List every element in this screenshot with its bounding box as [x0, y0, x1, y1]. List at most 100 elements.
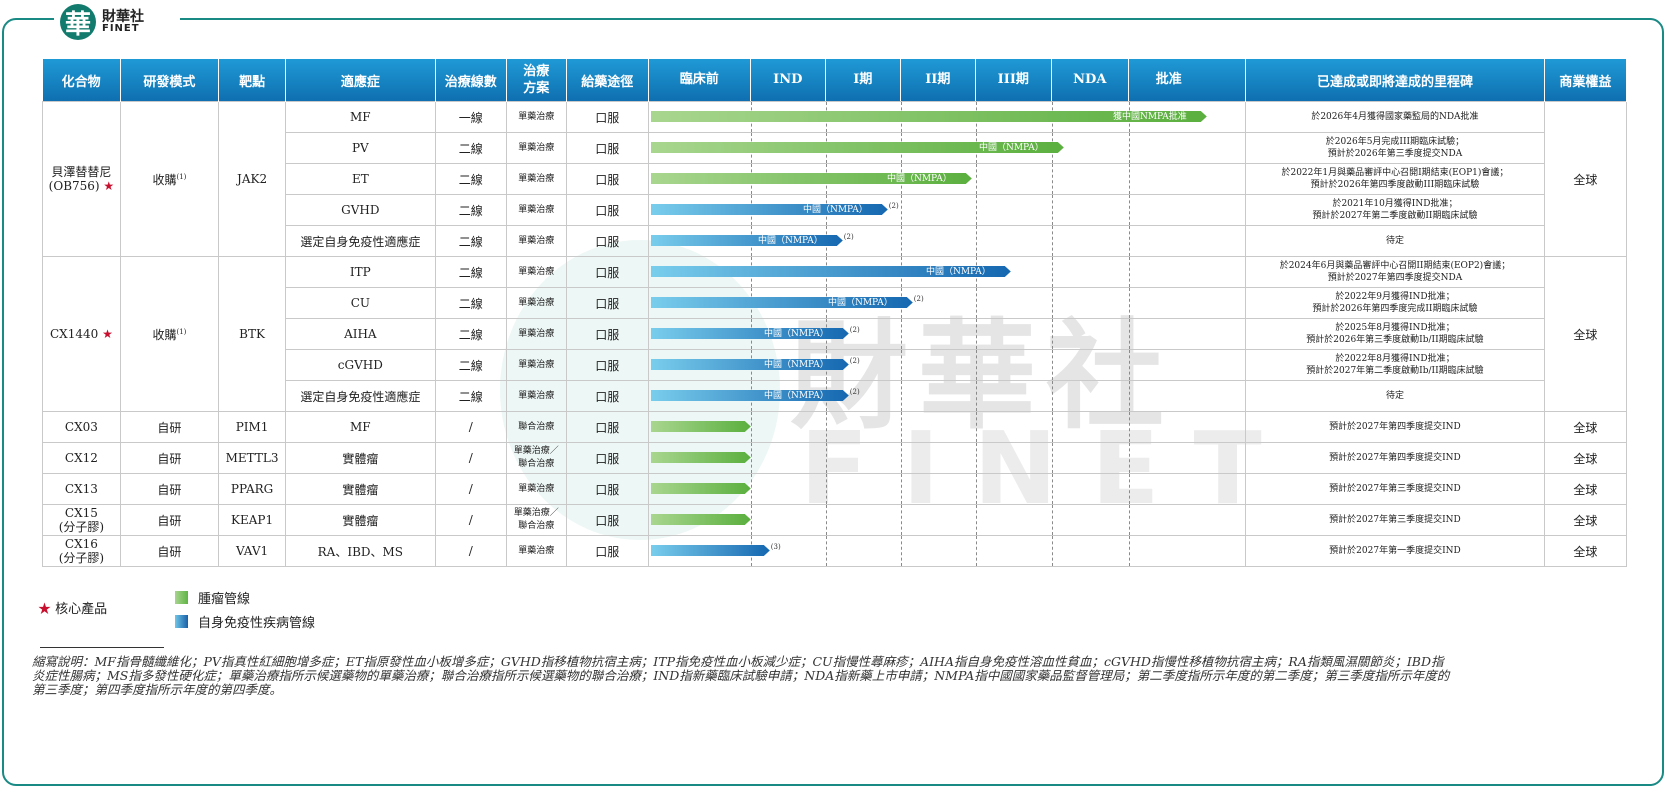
milestone-cell: 預計於2027年第一季度提交IND	[1245, 535, 1545, 567]
line-cell: 二線	[434, 287, 507, 319]
stage-chart-cell	[647, 442, 1247, 474]
indication-cell: ITP	[285, 256, 436, 288]
table-row: CX13 自研 PPARG 實體瘤 / 單藥治療 口服 預計於2027年第三季度提交IND 全球	[42, 473, 1628, 505]
stage-chart-cell: (3)	[647, 535, 1247, 567]
scheme-cell: 單藥治療	[505, 194, 567, 226]
header-stage-nda: NDA	[1052, 59, 1129, 101]
mode-text: 自研	[157, 482, 182, 497]
milestone-cell: 於2026年4月獲得國家藥監局的NDA批准	[1245, 101, 1545, 133]
route-cell: 口服	[565, 132, 649, 164]
stage-chart-cell: 中國（NMPA） (2)	[647, 380, 1247, 412]
header-compound: 化合物	[42, 59, 121, 102]
milestone-cell: 預計於2027年第四季度提交IND	[1245, 411, 1545, 443]
rights-cell: 全球	[1543, 535, 1628, 567]
legend-oncology: 腫瘤管線	[175, 588, 250, 607]
oncology-progress-bar: 中國（NMPA）	[651, 173, 972, 184]
route-cell: 口服	[565, 473, 649, 505]
route-cell: 口服	[565, 194, 649, 226]
indication-cell: 選定自身免疫性適應症	[285, 380, 436, 412]
header-mode: 研發模式	[120, 59, 219, 102]
header-stage-p1: I期	[826, 59, 901, 101]
indication-cell: CU	[285, 287, 436, 319]
milestone-cell: 於2022年1月與藥品審評中心召開I期結束(EOP1)會議； 預計於2026年第…	[1245, 163, 1545, 195]
bar-label: 中國（NMPA）	[763, 329, 829, 339]
header-stage-ind: IND	[751, 59, 826, 101]
logo-name-cn: 財華社	[102, 9, 144, 25]
milestone-cell: 於2022年9月獲得IND批准； 預計於2026年第四季度完成II期臨床試驗	[1245, 287, 1545, 319]
mode-cell: 自研	[119, 442, 219, 474]
mode-cell: 收購(1)	[119, 256, 219, 412]
stage-chart-cell	[647, 411, 1247, 443]
route-cell: 口服	[565, 504, 649, 536]
line-cell: 二線	[434, 132, 507, 164]
mode-cell: 收購(1)	[119, 101, 219, 257]
compound-cell: CX13	[42, 473, 121, 505]
route-cell: 口服	[565, 256, 649, 288]
indication-cell: AIHA	[285, 318, 436, 350]
table-row: CX1440 ★ 收購(1) BTK ITP 二線 單藥治療 口服 中國（NMPA） 於2024…	[42, 256, 1628, 412]
milestone-cell: 於2026年5月完成III期臨床試驗； 預計於2026年第三季度提交NDA	[1245, 132, 1545, 164]
mode-text: 自研	[157, 513, 182, 528]
milestone-cell: 於2025年8月獲得IND批准； 預計於2026年第三季度啟動Ib/II期臨床試…	[1245, 318, 1545, 350]
autoimmune-progress-bar: 中國（NMPA）	[651, 235, 843, 246]
table-row: ET 二線 單藥治療 口服 中國（NMPA） 於2022年1月與藥品審評中心召開I期結束(…	[43, 163, 1627, 195]
scheme-cell: 單藥治療	[505, 101, 567, 133]
mode-text: 自研	[157, 451, 182, 466]
header-rights: 商業權益	[1544, 59, 1628, 102]
bar-label: 中國（NMPA）	[757, 236, 823, 246]
legend-core-label: 核心產品	[55, 602, 108, 617]
line-cell: /	[434, 535, 507, 567]
bar-label: 中國（NMPA）	[763, 391, 829, 401]
route-cell: 口服	[565, 287, 649, 319]
route-cell: 口服	[565, 318, 649, 350]
milestone-cell: 待定	[1245, 225, 1545, 257]
table-row: 貝澤替替尼 (OB756) ★ 收購(1) JAK2 MF 一線 單藥治療 口服 獲中國NMP…	[42, 101, 1628, 257]
bar-footnote: (2)	[913, 295, 924, 303]
scheme-cell: 單藥治療	[505, 163, 567, 195]
mode-text: 收購	[152, 172, 177, 187]
indication-cell: 實體瘤	[285, 504, 436, 536]
oncology-progress-bar	[651, 483, 751, 494]
autoimmune-progress-bar: 中國（NMPA）	[651, 204, 888, 215]
rights-cell: 全球	[1543, 504, 1628, 536]
oncology-progress-bar	[651, 514, 751, 525]
header-scheme: 治療方案	[506, 59, 567, 102]
rights-cell: 全球	[1543, 256, 1628, 412]
oncology-progress-bar: 中國（NMPA）	[651, 142, 1064, 153]
target-cell: VAV1	[217, 535, 287, 567]
logo-name-en: FINET	[102, 23, 140, 34]
rights-cell: 全球	[1543, 473, 1628, 505]
rights-cell: 全球	[1543, 411, 1628, 443]
oncology-progress-bar	[651, 421, 751, 432]
stage-chart-cell: 中國（NMPA）	[647, 163, 1247, 195]
stage-chart-cell	[647, 473, 1247, 505]
stage-chart-cell: 中國（NMPA）	[647, 132, 1247, 164]
oncology-progress-bar: 獲中國NMPA批准	[651, 111, 1207, 122]
bar-label: 中國（NMPA）	[802, 205, 868, 215]
finet-logo: 華 財華社 FINET	[54, 0, 180, 44]
line-cell: 一線	[434, 101, 507, 133]
header-line: 治療線數	[435, 59, 507, 102]
mode-footnote: (1)	[176, 172, 187, 181]
indication-cell: 實體瘤	[285, 473, 436, 505]
indication-cell: 實體瘤	[285, 442, 436, 474]
bar-footnote: (2)	[849, 388, 860, 396]
stage-chart-cell	[647, 504, 1247, 536]
route-cell: 口服	[565, 411, 649, 443]
mode-cell: 自研	[119, 535, 219, 567]
autoimmune-progress-bar	[651, 545, 770, 556]
table-row: PV 二線 單藥治療 口服 中國（NMPA） 於2026年5月完成III期臨床試驗； 預計…	[43, 132, 1627, 164]
compound-name: CX03	[64, 420, 98, 434]
milestone-cell: 於2021年10月獲得IND批准； 預計於2027年第二季度啟動II期臨床試驗	[1245, 194, 1545, 226]
route-cell: 口服	[565, 442, 649, 474]
table-row: CX03 自研 PIM1 MF / 聯合治療 口服 預計於2027年第四季度提交IND 全球	[42, 411, 1628, 443]
route-cell: 口服	[565, 163, 649, 195]
bar-footnote: (2)	[849, 326, 860, 334]
stage-chart-cell: 中國（NMPA）	[647, 256, 1247, 288]
header-target: 靶點	[218, 59, 287, 102]
autoimmune-progress-bar: 中國（NMPA）	[651, 266, 1011, 277]
table-row: CX16 (分子膠) 自研 VAV1 RA、IBD、MS / 單藥治療 口服 (3) 預計於20…	[42, 535, 1628, 567]
autoimmune-progress-bar: 中國（NMPA）	[651, 390, 849, 401]
milestone-cell: 於2022年8月獲得IND批准； 預計於2027年第二季度啟動Ib/II期臨床試…	[1245, 349, 1545, 381]
bar-footnote: (2)	[888, 202, 899, 210]
